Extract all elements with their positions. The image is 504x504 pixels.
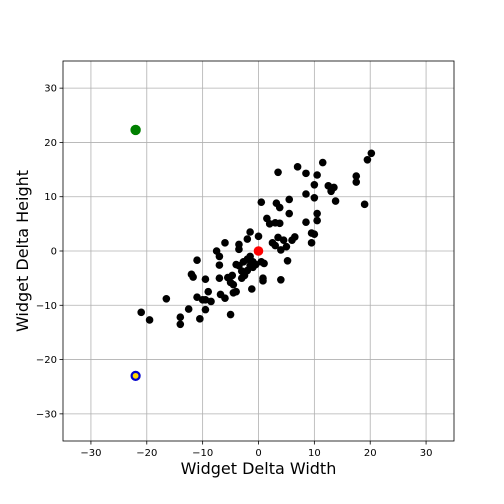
data-point bbox=[277, 246, 285, 254]
data-point bbox=[228, 271, 237, 280]
data-point bbox=[285, 195, 294, 204]
data-point bbox=[184, 305, 193, 313]
y-axis-label: Widget Delta Height bbox=[13, 170, 32, 332]
data-point bbox=[330, 183, 338, 192]
y-tick-label: −20 bbox=[36, 355, 57, 366]
data-point bbox=[260, 259, 268, 268]
origin-point bbox=[253, 246, 264, 256]
x-axis-label: Widget Delta Width bbox=[181, 459, 337, 478]
data-point bbox=[215, 274, 224, 282]
y-tick-label: 10 bbox=[44, 192, 57, 203]
data-point bbox=[207, 297, 215, 306]
data-point bbox=[229, 280, 238, 289]
data-point bbox=[302, 218, 310, 227]
data-point bbox=[279, 236, 288, 244]
data-point bbox=[285, 209, 294, 218]
data-point bbox=[310, 180, 319, 189]
x-tick-label: −10 bbox=[192, 448, 213, 459]
x-tick-label: 20 bbox=[364, 448, 377, 459]
data-point bbox=[310, 230, 319, 238]
data-point bbox=[293, 163, 302, 171]
data-point bbox=[221, 239, 229, 247]
data-point bbox=[352, 178, 361, 186]
data-point bbox=[254, 232, 263, 241]
outlier-point-top bbox=[130, 124, 141, 136]
y-axis-ticks: −30 −20 −10 0 10 20 30 bbox=[36, 84, 63, 420]
data-point bbox=[275, 203, 284, 212]
data-point bbox=[221, 294, 229, 303]
data-point bbox=[274, 168, 282, 177]
data-point bbox=[367, 149, 376, 158]
y-tick-label: −10 bbox=[36, 301, 57, 312]
data-point bbox=[201, 275, 210, 284]
x-tick-label: 10 bbox=[308, 448, 321, 459]
data-point bbox=[137, 308, 145, 317]
data-point bbox=[243, 235, 252, 243]
data-points bbox=[137, 149, 376, 329]
data-point bbox=[193, 256, 201, 265]
data-point bbox=[313, 216, 321, 225]
data-point bbox=[145, 316, 154, 324]
data-point bbox=[176, 320, 185, 329]
data-point bbox=[247, 285, 256, 293]
data-point bbox=[360, 200, 369, 209]
data-point bbox=[363, 156, 372, 164]
y-tick-label: 20 bbox=[44, 138, 57, 149]
data-point bbox=[313, 171, 321, 179]
data-point bbox=[196, 315, 204, 323]
data-point bbox=[201, 305, 210, 314]
data-point bbox=[282, 242, 291, 251]
data-point bbox=[162, 294, 171, 303]
data-point bbox=[235, 245, 243, 254]
data-point bbox=[232, 287, 240, 296]
data-point bbox=[204, 287, 213, 296]
data-point bbox=[226, 310, 235, 319]
grid bbox=[63, 61, 454, 441]
data-point bbox=[189, 273, 197, 281]
data-point bbox=[302, 190, 310, 198]
data-point bbox=[215, 252, 224, 261]
data-point bbox=[283, 256, 292, 265]
x-tick-label: −30 bbox=[80, 448, 101, 459]
y-tick-label: −30 bbox=[36, 409, 57, 420]
data-point bbox=[259, 274, 267, 282]
y-tick-label: 0 bbox=[51, 247, 57, 258]
data-point bbox=[246, 228, 254, 236]
data-point bbox=[307, 239, 316, 247]
data-point bbox=[271, 241, 280, 250]
data-point bbox=[176, 313, 185, 322]
data-point bbox=[257, 198, 266, 206]
highlighted-points bbox=[130, 124, 264, 381]
data-point bbox=[313, 209, 321, 218]
data-point bbox=[291, 233, 299, 241]
data-point bbox=[215, 261, 224, 269]
data-point bbox=[310, 194, 319, 202]
data-point bbox=[318, 158, 327, 167]
x-axis-ticks: −30 −20 −10 0 10 20 30 bbox=[80, 441, 432, 459]
outlier-point-bottom bbox=[130, 370, 141, 381]
data-point bbox=[302, 169, 310, 178]
x-tick-label: 30 bbox=[420, 448, 433, 459]
x-tick-label: 0 bbox=[255, 448, 261, 459]
data-point bbox=[352, 172, 361, 180]
data-point bbox=[331, 197, 340, 205]
x-tick-label: −20 bbox=[136, 448, 157, 459]
data-point bbox=[277, 275, 285, 284]
y-tick-label: 30 bbox=[44, 84, 57, 95]
data-point bbox=[275, 219, 284, 228]
